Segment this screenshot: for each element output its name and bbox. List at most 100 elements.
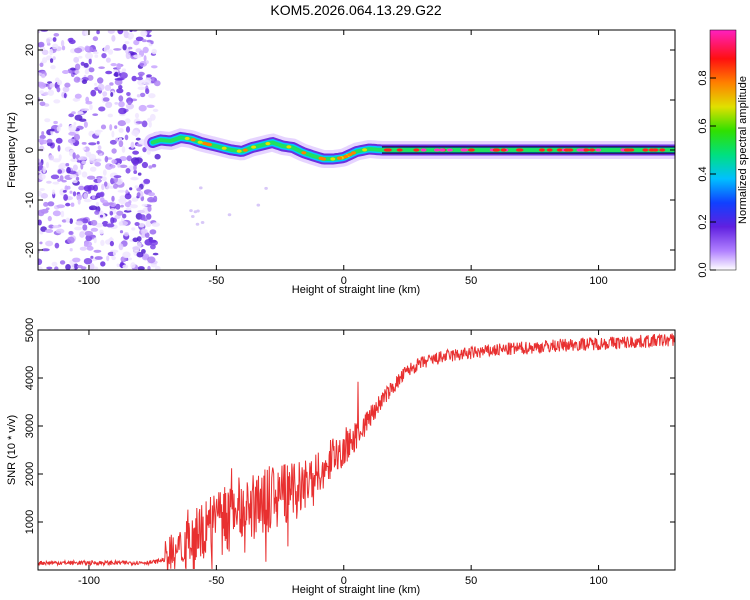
- noise-blotch: [137, 79, 146, 86]
- noise-blotch: [118, 85, 123, 90]
- noise-blotch: [83, 198, 92, 203]
- trace-peak: [347, 153, 353, 157]
- noise-blotch: [147, 265, 151, 270]
- noise-blotch: [88, 67, 95, 73]
- noise-blotch: [147, 196, 155, 203]
- noise-blotch: [74, 93, 82, 99]
- trace-peak: [516, 148, 522, 152]
- snr-axes: -100 -50 0 50 100 1000 2000 3000 4000 5000: [24, 318, 675, 587]
- noise-blotch: [52, 225, 61, 229]
- noise-blotch: [118, 128, 124, 133]
- noise-blotch: [101, 199, 108, 204]
- noise-blotch: [42, 57, 48, 64]
- noise-blotch: [43, 201, 49, 207]
- noise-blotch: [140, 30, 148, 37]
- noise-blotch: [129, 204, 138, 209]
- noise-blotch: [101, 183, 105, 191]
- noise-blotch: [106, 255, 110, 262]
- trace-peak: [184, 136, 190, 141]
- noise-blotch: [125, 168, 131, 174]
- noise-blotch: [47, 89, 55, 96]
- noise-blotch: [83, 258, 93, 265]
- noise-blotch: [114, 78, 124, 81]
- noise-blotch: [145, 88, 150, 95]
- noise-blotch: [124, 118, 131, 124]
- noise-blotch: [146, 213, 152, 220]
- noise-blotch: [147, 256, 156, 264]
- trace-peak: [385, 148, 392, 152]
- noise-blotch: [114, 125, 118, 129]
- noise-blotch: [57, 169, 63, 174]
- noise-blotch: [128, 257, 132, 261]
- noise-blotch: [107, 30, 115, 34]
- noise-blotch: [65, 217, 70, 223]
- noise-blotch: [110, 92, 114, 97]
- noise-blotch: [113, 48, 122, 51]
- noise-blotch: [112, 69, 119, 73]
- noise-blotch: [101, 176, 107, 181]
- trace-peak: [439, 148, 446, 152]
- noise-blotch: [65, 163, 70, 167]
- noise-blotch: [53, 120, 58, 125]
- noise-blotch: [74, 226, 83, 231]
- noise-blotch: [133, 170, 138, 174]
- y-tick-label: -10: [24, 192, 36, 208]
- noise-blotch: [75, 176, 80, 181]
- noise-blotch: [81, 160, 87, 165]
- noise-blotch: [256, 203, 261, 207]
- noise-blotch: [94, 82, 98, 86]
- noise-blotch: [136, 242, 142, 248]
- noise-blotch: [136, 144, 143, 147]
- noise-blotch: [38, 162, 43, 166]
- noise-blotch: [134, 112, 140, 119]
- noise-blotch: [72, 97, 81, 102]
- noise-blotch: [55, 228, 65, 234]
- trace-peak: [251, 145, 257, 149]
- noise-blotch: [112, 250, 117, 256]
- noise-blotch: [69, 37, 74, 41]
- y-tick-label: 3000: [24, 414, 36, 438]
- noise-blotch: [46, 161, 49, 169]
- noise-blotch: [41, 131, 45, 136]
- noise-blotch: [40, 208, 49, 214]
- noise-blotch: [81, 142, 87, 145]
- noise-blotch: [111, 148, 117, 154]
- noise-blotch: [118, 95, 124, 102]
- noise-blotch: [49, 82, 54, 88]
- trace-peak: [642, 148, 649, 152]
- noise-blotch: [97, 83, 105, 91]
- noise-blotch: [141, 120, 148, 128]
- noise-blotch: [41, 73, 46, 79]
- noise-blotch: [96, 192, 104, 197]
- noise-blotch: [143, 55, 147, 62]
- noise-blotch: [99, 214, 104, 218]
- noise-blotch: [96, 141, 100, 145]
- noise-blotch: [84, 45, 90, 52]
- noise-blotch: [41, 248, 50, 252]
- noise-blotch: [98, 106, 106, 112]
- noise-blotch: [74, 70, 80, 74]
- trace-peak: [583, 148, 590, 152]
- noise-blotch: [107, 113, 114, 118]
- noise-blotch: [118, 101, 125, 108]
- y-tick-label: -20: [24, 242, 36, 258]
- noise-blotch: [124, 41, 130, 45]
- noise-blotch: [118, 197, 127, 205]
- trace-peak: [652, 148, 659, 152]
- noise-blotch: [83, 62, 89, 68]
- noise-blotch: [81, 79, 88, 84]
- noise-blotch: [74, 47, 83, 54]
- y-tick-label: 2000: [24, 462, 36, 486]
- noise-blotch: [136, 76, 143, 81]
- noise-blotch: [114, 71, 119, 77]
- noise-blotch: [51, 261, 58, 267]
- noise-blotch: [149, 229, 157, 235]
- noise-blotch: [85, 96, 90, 103]
- noise-blotch: [103, 181, 108, 187]
- noise-blotch: [128, 32, 135, 40]
- trace-peak: [286, 145, 292, 149]
- noise-blotch: [57, 145, 61, 152]
- noise-blotch: [116, 88, 124, 94]
- noise-blotch: [40, 193, 48, 199]
